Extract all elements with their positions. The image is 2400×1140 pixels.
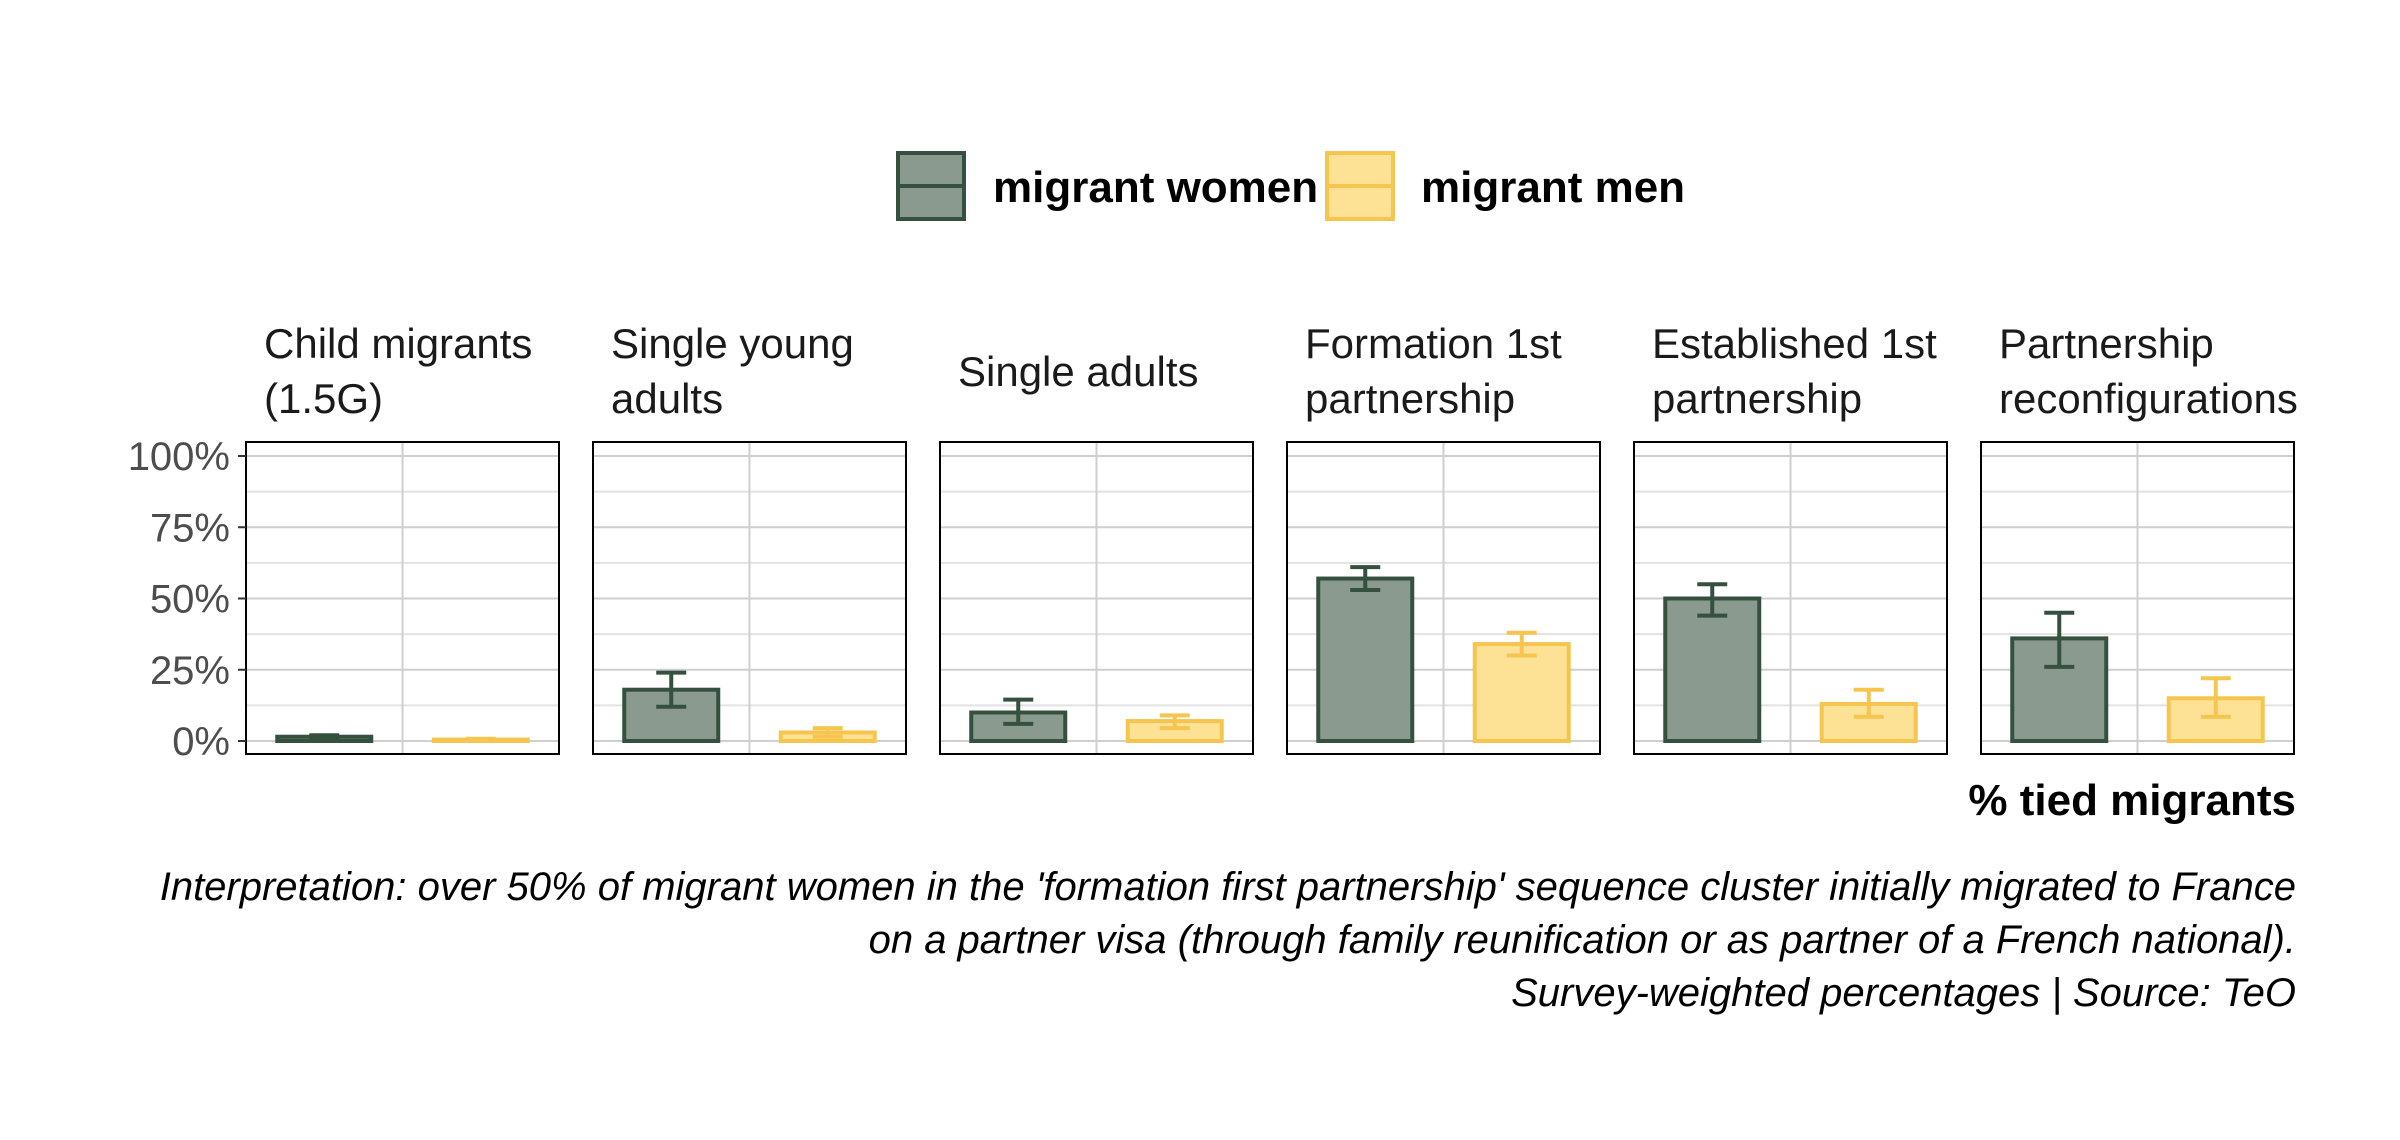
facet-title: Formation 1st partnership <box>1305 320 1562 422</box>
facet-title-line: partnership <box>1652 375 1862 422</box>
legend-item-1: migrant men <box>1325 151 1685 221</box>
legend-label: migrant women <box>993 163 1318 212</box>
error-bar <box>1853 687 1884 719</box>
panel-frame <box>1633 441 1948 755</box>
bar-men <box>1472 642 1571 743</box>
facet-title-line: partnership <box>1305 375 1515 422</box>
panel-3: Formation 1st partnership <box>1286 320 1601 755</box>
error-bar <box>812 726 843 739</box>
gridlines <box>940 442 1253 754</box>
bar-women <box>1316 576 1415 743</box>
error-bar <box>1159 713 1190 731</box>
gridlines <box>246 442 559 754</box>
y-axis: 0% 25% 50% 75% 100% <box>128 435 246 764</box>
panel-5: Partnership reconfigurations <box>1980 320 2298 755</box>
facet-title-line: reconfigurations <box>1999 375 2298 422</box>
facet-title: Partnership reconfigurations <box>1999 320 2298 422</box>
facet-title: Single young adults <box>611 320 854 422</box>
facet-title: Established 1st partnership <box>1652 320 1937 422</box>
legend: migrant women migrant men <box>896 151 1685 221</box>
facet-title-line: Formation 1st <box>1305 320 1562 367</box>
y-tick-label: 0% <box>172 720 230 764</box>
panel-frame <box>939 441 1254 755</box>
facet-title-line: Partnership <box>1999 320 2214 367</box>
caption: Interpretation: over 50% of migrant wome… <box>160 865 2296 1015</box>
panel-0: Child migrants (1.5G) <box>245 320 560 755</box>
legend-label: migrant men <box>1421 163 1685 212</box>
facet-title-line: Established 1st <box>1652 320 1937 367</box>
caption-line: Interpretation: over 50% of migrant wome… <box>160 865 2296 909</box>
facet-title-line: (1.5G) <box>264 375 383 422</box>
error-bar <box>656 670 687 709</box>
facet-title-line: Child migrants <box>264 320 532 367</box>
bar-women <box>1663 596 1762 743</box>
error-bar <box>2200 676 2231 719</box>
panel-frame <box>1286 441 1601 755</box>
error-bar <box>2044 610 2075 669</box>
caption-line: Survey-weighted percentages | Source: Te… <box>1511 971 2296 1015</box>
facet-title-line: Single adults <box>958 348 1199 395</box>
facet-title: Single adults <box>958 348 1199 395</box>
panel-4: Established 1st partnership <box>1633 320 1948 755</box>
error-bar <box>309 733 340 741</box>
y-tick-label: 50% <box>150 578 230 622</box>
panel-1: Single young adults <box>592 320 907 755</box>
panel-frame <box>592 441 907 755</box>
error-bar <box>465 736 496 743</box>
error-bar <box>1350 565 1381 592</box>
error-bar <box>1506 630 1537 658</box>
facet-title-line: Single young <box>611 320 854 367</box>
facet-title-line: adults <box>611 375 723 422</box>
error-bar <box>1003 697 1034 726</box>
panel-frame <box>1980 441 2295 755</box>
x-axis-title: % tied migrants <box>1968 776 2296 825</box>
bar-women <box>969 710 1068 743</box>
facet-title: Child migrants (1.5G) <box>264 320 532 422</box>
y-tick-label: 100% <box>128 435 230 479</box>
caption-line: on a partner visa (through family reunif… <box>869 918 2296 962</box>
y-tick-label: 75% <box>150 506 230 550</box>
legend-item-0: migrant women <box>896 151 1318 221</box>
panel-2: Single adults <box>939 348 1254 755</box>
error-bar <box>1697 582 1728 618</box>
facet-panels: Child migrants(1.5G)Single youngadultsSi… <box>245 320 2298 755</box>
y-tick-label: 25% <box>150 649 230 693</box>
